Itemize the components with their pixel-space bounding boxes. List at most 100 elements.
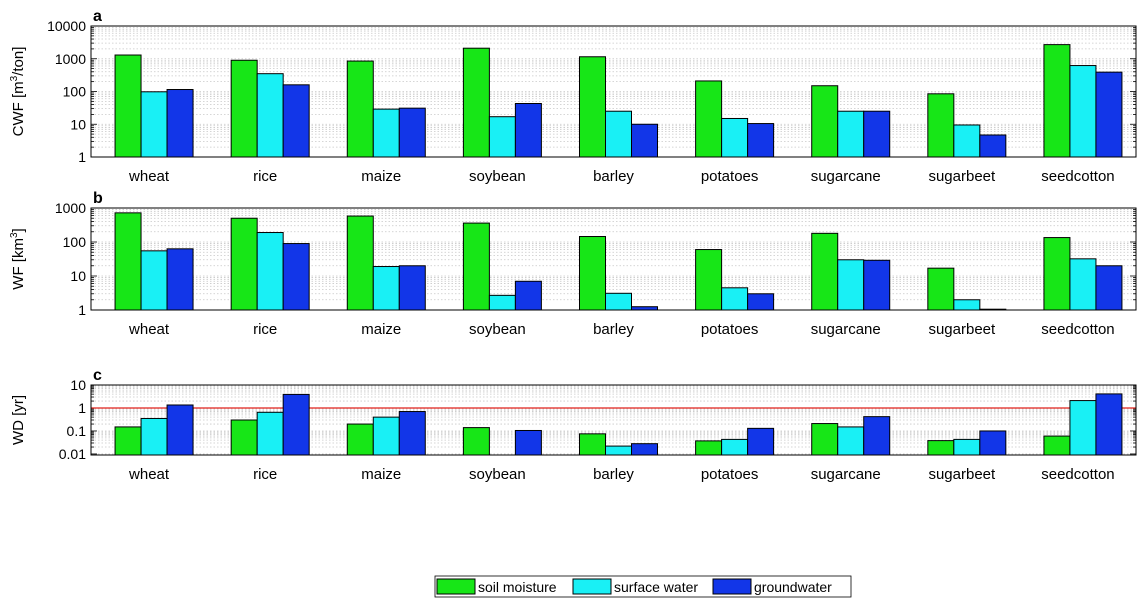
bar-groundwater-maize bbox=[398, 265, 426, 311]
category-label-seedcotton: seedcotton bbox=[1041, 466, 1114, 483]
bar-groundwater-wheat bbox=[166, 248, 194, 311]
legend-label-soil-moisture: soil moisture bbox=[478, 579, 557, 595]
bar-soil-moisture-seedcotton bbox=[1043, 44, 1071, 158]
y-tick-label: 1000 bbox=[55, 200, 86, 216]
category-label-soybean: soybean bbox=[469, 466, 526, 483]
category-label-potatoes: potatoes bbox=[701, 321, 759, 338]
bar-soil-moisture-sugarbeet bbox=[927, 267, 955, 311]
bar-surface-water-seedcotton bbox=[1069, 400, 1097, 456]
legend-swatch-soil-moisture bbox=[436, 578, 476, 595]
category-label-seedcotton: seedcotton bbox=[1041, 168, 1114, 185]
bar-surface-water-potatoes bbox=[721, 438, 749, 456]
bar-soil-moisture-rice bbox=[230, 419, 258, 456]
bar-groundwater-sugarcane bbox=[863, 416, 891, 456]
category-label-maize: maize bbox=[361, 168, 401, 185]
bar-groundwater-rice bbox=[282, 393, 310, 456]
bar-soil-moisture-wheat bbox=[114, 54, 142, 158]
legend: soil moisture surface water groundwater bbox=[434, 575, 852, 598]
y-tick-label: 100 bbox=[63, 84, 87, 100]
y-tick-label: 0.01 bbox=[59, 446, 86, 462]
grid-b bbox=[91, 209, 1136, 311]
bar-surface-water-sugarbeet bbox=[953, 299, 981, 311]
category-label-wheat: wheat bbox=[128, 321, 170, 338]
y-tick-label: 1 bbox=[78, 400, 86, 416]
bar-groundwater-barley bbox=[631, 443, 658, 456]
category-label-barley: barley bbox=[593, 168, 634, 185]
bar-soil-moisture-barley bbox=[579, 236, 606, 311]
bar-surface-water-barley bbox=[605, 445, 632, 456]
panel-label: a bbox=[93, 8, 102, 25]
category-label-soybean: soybean bbox=[469, 321, 526, 338]
category-label-soybean: soybean bbox=[469, 168, 526, 185]
category-label-rice: rice bbox=[253, 168, 277, 185]
bar-groundwater-sugarcane bbox=[863, 259, 891, 311]
category-label-barley: barley bbox=[593, 466, 634, 483]
bar-soil-moisture-soybean bbox=[462, 427, 490, 456]
category-label-sugarcane: sugarcane bbox=[811, 466, 881, 483]
bar-groundwater-soybean bbox=[514, 429, 542, 456]
bar-groundwater-wheat bbox=[166, 404, 194, 456]
category-label-potatoes: potatoes bbox=[701, 168, 759, 185]
bar-soil-moisture-soybean bbox=[462, 47, 490, 158]
bar-surface-water-rice bbox=[256, 232, 284, 311]
bar-soil-moisture-potatoes bbox=[695, 80, 723, 158]
bar-soil-moisture-sugarbeet bbox=[927, 440, 955, 456]
y-tick-label: 100 bbox=[63, 234, 87, 250]
bar-surface-water-rice bbox=[256, 411, 284, 456]
bar-soil-moisture-maize bbox=[346, 215, 374, 311]
bar-soil-moisture-wheat bbox=[114, 426, 142, 456]
bar-soil-moisture-seedcotton bbox=[1043, 435, 1071, 456]
bar-surface-water-barley bbox=[605, 292, 632, 311]
category-label-sugarbeet: sugarbeet bbox=[928, 466, 996, 483]
bar-soil-moisture-potatoes bbox=[695, 440, 723, 456]
panel-b: 1 10 100 1000 wheat rice maize soybean barley pot… bbox=[9, 190, 1137, 338]
bar-surface-water-potatoes bbox=[721, 117, 749, 158]
axes-box bbox=[90, 384, 1137, 456]
bar-groundwater-sugarbeet bbox=[979, 430, 1007, 456]
bar-soil-moisture-maize bbox=[346, 423, 374, 456]
axes-box bbox=[90, 207, 1137, 311]
legend-label-surface-water: surface water bbox=[614, 579, 698, 595]
legend-swatch-groundwater bbox=[712, 578, 752, 595]
bar-soil-moisture-barley bbox=[579, 56, 606, 158]
bar-surface-water-soybean bbox=[488, 294, 516, 311]
category-label-maize: maize bbox=[361, 321, 401, 338]
bar-surface-water-sugarbeet bbox=[953, 124, 981, 158]
bar-surface-water-seedcotton bbox=[1069, 258, 1097, 311]
bar-groundwater-soybean bbox=[514, 103, 542, 158]
panel-a: 1 10 100 1000 10000 wheat rice maize soybean barl… bbox=[9, 8, 1137, 185]
y-tick-label: 10 bbox=[70, 268, 86, 284]
bar-groundwater-potatoes bbox=[747, 427, 775, 456]
y-axis-label: CWF [m3/ton] bbox=[9, 47, 27, 137]
bar-soil-moisture-seedcotton bbox=[1043, 237, 1071, 311]
bar-soil-moisture-potatoes bbox=[695, 249, 723, 311]
y-tick-label: 0.1 bbox=[67, 423, 87, 439]
bar-soil-moisture-wheat bbox=[114, 212, 142, 311]
y-tick-label: 1000 bbox=[55, 51, 86, 67]
panel-c: 0.01 0.1 1 10 wheat rice maize soybean barley pot… bbox=[10, 367, 1137, 483]
category-label-wheat: wheat bbox=[128, 168, 170, 185]
bar-groundwater-sugarbeet bbox=[979, 134, 1007, 158]
bar-soil-moisture-sugarcane bbox=[811, 232, 839, 311]
category-label-maize: maize bbox=[361, 466, 401, 483]
panel-label: c bbox=[93, 367, 102, 384]
category-label-sugarbeet: sugarbeet bbox=[928, 321, 996, 338]
bar-groundwater-soybean bbox=[514, 280, 542, 311]
bar-groundwater-barley bbox=[631, 123, 658, 158]
bar-surface-water-sugarcane bbox=[837, 259, 865, 311]
bar-soil-moisture-rice bbox=[230, 217, 258, 311]
bar-surface-water-soybean bbox=[488, 116, 516, 158]
y-tick-label: 10 bbox=[70, 377, 86, 393]
bar-groundwater-rice bbox=[282, 243, 310, 311]
bar-soil-moisture-barley bbox=[579, 433, 606, 456]
bar-surface-water-wheat bbox=[140, 91, 168, 158]
bar-groundwater-seedcotton bbox=[1095, 71, 1123, 158]
bar-groundwater-sugarcane bbox=[863, 110, 891, 158]
legend-swatch-surface-water bbox=[572, 578, 612, 595]
bar-groundwater-rice bbox=[282, 84, 310, 158]
bar-surface-water-maize bbox=[372, 266, 400, 311]
category-label-wheat: wheat bbox=[128, 466, 170, 483]
y-tick-label: 1 bbox=[78, 302, 86, 318]
legend-label-groundwater: groundwater bbox=[754, 579, 832, 595]
